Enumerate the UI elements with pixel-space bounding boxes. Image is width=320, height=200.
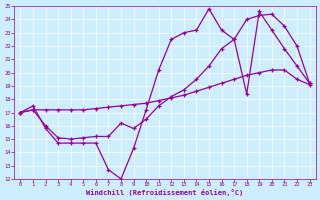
X-axis label: Windchill (Refroidissement éolien,°C): Windchill (Refroidissement éolien,°C) [86, 189, 244, 196]
